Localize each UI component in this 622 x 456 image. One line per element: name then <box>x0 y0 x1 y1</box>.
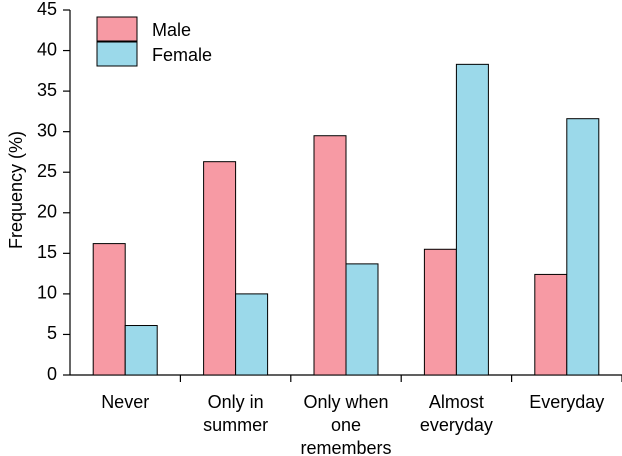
x-tick-label-line: Almost <box>429 392 484 412</box>
x-tick-label-line: Everyday <box>529 392 604 412</box>
bar-female-0 <box>124 325 158 376</box>
legend-label-female: Female <box>152 45 212 65</box>
x-tick-label-line: remembers <box>300 438 391 456</box>
bar-female-1 <box>235 293 269 376</box>
y-tick-label: 0 <box>47 364 57 384</box>
legend: Male Female <box>96 16 212 67</box>
bar-male-2 <box>313 135 347 376</box>
x-tick-label-line: summer <box>203 415 268 435</box>
bar-female-3 <box>455 63 489 376</box>
x-tick-label-line: Only when <box>303 392 388 412</box>
y-tick-label: 20 <box>37 202 57 222</box>
y-tick-label: 15 <box>37 242 57 262</box>
legend-label-male: Male <box>152 20 191 40</box>
x-tick-label: Everyday <box>529 392 604 412</box>
bar-male-1 <box>203 161 237 376</box>
bars <box>92 63 600 376</box>
y-tick-label: 5 <box>47 323 57 343</box>
legend-swatch-female <box>96 41 138 67</box>
y-tick-label: 10 <box>37 283 57 303</box>
y-tick-label: 45 <box>37 0 57 19</box>
x-tick-label-line: one <box>331 415 361 435</box>
y-tick-label: 30 <box>37 120 57 140</box>
x-tick-label-line: everyday <box>420 415 493 435</box>
bar-female-2 <box>345 263 379 376</box>
bar-male-3 <box>423 248 457 376</box>
y-axis-title: Frequency (%) <box>6 131 26 249</box>
x-tick-label: Only when one remembers <box>300 392 391 456</box>
x-tick-label: Never <box>101 392 149 412</box>
x-tick-label-line: Only in <box>208 392 264 412</box>
bar-male-0 <box>92 243 126 376</box>
y-tick-label: 35 <box>37 80 57 100</box>
x-tick-label-line: Never <box>101 392 149 412</box>
legend-swatch-male <box>96 16 138 42</box>
y-tick-label: 40 <box>37 39 57 59</box>
y-tick-label: 25 <box>37 161 57 181</box>
bar-male-4 <box>534 273 568 376</box>
bar-female-4 <box>566 118 600 376</box>
x-tick-label: Only in summer <box>203 392 268 435</box>
x-tick-label: Almost everyday <box>420 392 493 435</box>
